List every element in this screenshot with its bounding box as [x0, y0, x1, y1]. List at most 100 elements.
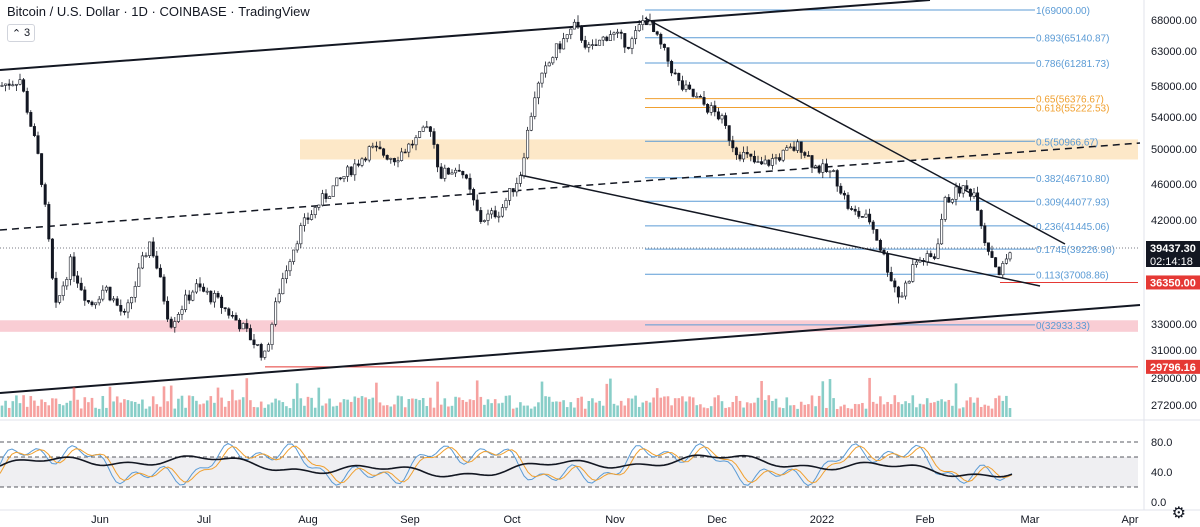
rsi-axis-tick: 40.0: [1151, 467, 1172, 479]
candle-body: [760, 161, 764, 165]
volume-bar: [684, 401, 688, 417]
volume-bar: [403, 407, 407, 417]
volume-bar: [213, 402, 216, 417]
candle-body: [277, 293, 281, 303]
volume-bar: [587, 400, 591, 417]
interval-label[interactable]: 1D: [131, 4, 148, 19]
candle-body: [659, 33, 663, 45]
volume-bar: [515, 407, 519, 417]
last-price-label-bg: [1146, 241, 1200, 267]
candle-body: [756, 161, 760, 163]
volume-bar: [756, 397, 760, 417]
candle-body: [140, 255, 144, 269]
volume-bar: [562, 400, 565, 417]
volume-bar: [25, 406, 29, 417]
volume-bar: [259, 401, 263, 417]
candle-body: [162, 276, 166, 302]
candle-body: [72, 256, 76, 277]
candle-body: [130, 297, 134, 304]
candle-body: [320, 193, 324, 206]
volume-bar: [281, 402, 285, 417]
volume-bar: [893, 395, 897, 417]
candle-body: [652, 20, 656, 32]
candle-body: [536, 82, 540, 99]
candle-body: [648, 20, 652, 26]
volume-bar: [594, 402, 598, 417]
volume-bar: [897, 402, 900, 417]
volume-bar: [159, 406, 162, 417]
volume-bar: [724, 407, 727, 417]
candle-body: [202, 286, 206, 292]
candle-body: [198, 283, 202, 288]
volume-bar: [54, 398, 58, 417]
volume-bar: [241, 397, 245, 417]
collapse-indicators-button[interactable]: ⌃ 3: [7, 24, 35, 42]
volume-bar: [443, 398, 447, 417]
candle-body: [428, 126, 432, 132]
candle-body: [338, 177, 342, 180]
volume-bar: [771, 400, 774, 417]
volume-bar: [123, 399, 126, 417]
volume-bar: [238, 399, 241, 417]
volume-bar: [133, 401, 137, 417]
volume-bar: [130, 401, 133, 417]
volume-bar: [288, 408, 292, 417]
rsi-line: [0, 454, 1013, 478]
volume-bar: [612, 403, 616, 417]
volume-bar: [1001, 400, 1005, 417]
candle-body: [446, 167, 450, 175]
last-price-label: 39437.30: [1150, 243, 1196, 255]
volume-bar: [605, 383, 609, 417]
candle-body: [734, 147, 738, 156]
candle-body: [554, 43, 558, 58]
candle-body: [508, 188, 512, 201]
volume-bar: [763, 400, 767, 417]
volume-bar: [735, 395, 738, 417]
candle-body: [641, 20, 645, 25]
candle-body: [936, 243, 940, 259]
candle-body: [821, 163, 825, 173]
candle-body: [306, 217, 310, 220]
candle-body: [994, 257, 998, 268]
candle-body: [108, 286, 112, 301]
candle-body: [695, 95, 699, 98]
volume-bar: [846, 408, 850, 417]
volume-bar: [141, 399, 144, 417]
candle-body: [191, 291, 195, 301]
price-axis-tick: 33000.00: [1151, 319, 1197, 331]
candle-body: [475, 199, 479, 211]
channel-mid-dashed-line: [0, 142, 1141, 231]
gear-icon[interactable]: ⚙: [1171, 505, 1186, 522]
volume-bar: [882, 404, 886, 417]
volume-bar: [108, 386, 112, 417]
candle-body: [176, 313, 180, 322]
candle-body: [842, 192, 846, 196]
volume-bar: [40, 399, 43, 417]
volume-bar: [994, 398, 997, 417]
volume-bar: [778, 407, 781, 417]
candle-body: [634, 30, 638, 40]
volume-bar: [504, 395, 508, 417]
candle-body: [313, 207, 317, 215]
volume-bar: [990, 408, 994, 417]
candle-body: [11, 84, 15, 87]
volume-bar: [958, 408, 961, 417]
volume-bar: [29, 396, 33, 417]
volume-bar: [461, 400, 465, 417]
candle-body: [482, 220, 486, 222]
support-1-label-bg: [1146, 275, 1200, 290]
volume-bar: [385, 405, 389, 417]
stoch-k-line: [0, 442, 1013, 487]
candle-body: [986, 242, 990, 252]
volume-bar: [781, 408, 785, 417]
volume-bar: [933, 402, 936, 417]
symbol-name[interactable]: Bitcoin: [7, 4, 47, 19]
volume-bar: [115, 396, 119, 417]
volume-bar: [483, 404, 486, 417]
candle-body: [904, 282, 908, 297]
candle-body: [101, 289, 105, 300]
volume-bar: [83, 397, 87, 417]
candle-body: [180, 309, 184, 315]
candle-body: [266, 344, 270, 352]
